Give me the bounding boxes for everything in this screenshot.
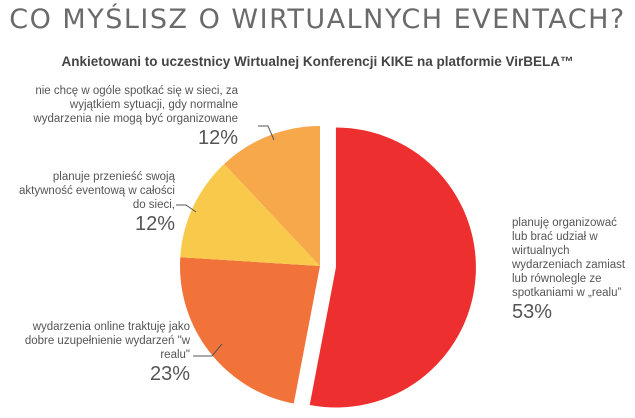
pie-slice-move-online [180, 163, 320, 266]
chart-subtitle: Ankietowani to uczestnicy Wirtualnej Kon… [61, 54, 574, 69]
slice-label-text: nie chcę w ogóle spotkać się w sieci, za… [33, 85, 238, 125]
leader-line-no-online [258, 125, 275, 141]
slice-label-text: wydarzenia online traktuję jako dobre uz… [24, 321, 190, 361]
slice-label-organize: planuję organizować lub brać udział w wi… [512, 216, 630, 324]
slice-label-no-online: nie chcę w ogóle spotkać się w sieci, za… [10, 84, 238, 150]
pie-slice-complement [180, 257, 320, 404]
leader-line-move-online [176, 204, 197, 213]
slice-label-text: planuje przenieść swoją aktywność evento… [19, 171, 175, 211]
slice-label-text: planuję organizować lub brać udział w wi… [512, 217, 626, 299]
slice-value-label: 23% [149, 363, 190, 385]
slice-label-move-online: planuje przenieść swoją aktywność evento… [10, 170, 175, 236]
slice-value-label: 12% [134, 213, 175, 235]
slice-label-complement: wydarzenia online traktuję jako dobre uz… [20, 320, 190, 386]
slice-value-label: 53% [512, 301, 553, 323]
pie-slice-organize [309, 127, 476, 408]
slice-value-label: 12% [197, 127, 238, 149]
pie-slice-no-online [224, 126, 320, 266]
leader-line-complement [193, 343, 223, 357]
chart-title: CO MYŚLISZ O WIRTUALNYCH EVENTACH? [9, 4, 626, 35]
